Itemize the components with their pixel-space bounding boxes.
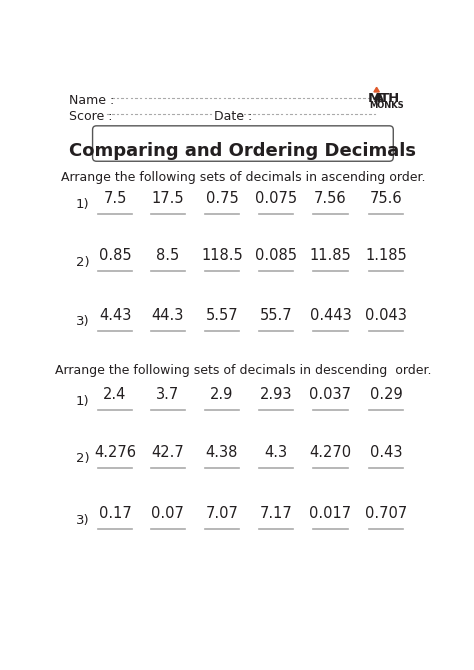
Text: 4.38: 4.38 xyxy=(206,445,238,460)
Text: 2): 2) xyxy=(76,256,89,269)
Text: 7.17: 7.17 xyxy=(260,507,292,521)
Text: 2.9: 2.9 xyxy=(210,387,234,402)
Text: Date :: Date : xyxy=(214,110,253,123)
Text: 0.085: 0.085 xyxy=(255,249,297,263)
Text: Comparing and Ordering Decimals: Comparing and Ordering Decimals xyxy=(69,142,417,160)
Text: 4.3: 4.3 xyxy=(264,445,288,460)
Text: 17.5: 17.5 xyxy=(151,190,184,206)
Text: TH: TH xyxy=(380,92,401,105)
Text: Score :: Score : xyxy=(69,110,112,123)
Text: 5.57: 5.57 xyxy=(206,308,238,322)
Text: 0.043: 0.043 xyxy=(365,308,407,322)
Text: 75.6: 75.6 xyxy=(370,190,402,206)
Text: 2): 2) xyxy=(76,452,89,465)
Text: 8.5: 8.5 xyxy=(156,249,179,263)
Text: 2.4: 2.4 xyxy=(103,387,127,402)
Text: 7.07: 7.07 xyxy=(206,507,238,521)
Text: 3.7: 3.7 xyxy=(156,387,179,402)
Text: 1): 1) xyxy=(76,198,89,211)
Text: 4.276: 4.276 xyxy=(94,445,136,460)
Text: 0.707: 0.707 xyxy=(365,507,408,521)
Text: 0.75: 0.75 xyxy=(206,190,238,206)
Text: 0.85: 0.85 xyxy=(99,249,131,263)
Text: 0.037: 0.037 xyxy=(310,387,352,402)
Text: 0.29: 0.29 xyxy=(370,387,403,402)
Text: 118.5: 118.5 xyxy=(201,249,243,263)
Text: 0.017: 0.017 xyxy=(310,507,352,521)
Text: 3): 3) xyxy=(76,514,89,527)
Text: MONKS: MONKS xyxy=(369,101,404,110)
Text: 0.443: 0.443 xyxy=(310,308,351,322)
Text: 4.270: 4.270 xyxy=(310,445,352,460)
Text: 0.17: 0.17 xyxy=(99,507,131,521)
Text: 7.56: 7.56 xyxy=(314,190,347,206)
Text: 2.93: 2.93 xyxy=(260,387,292,402)
Text: 0.075: 0.075 xyxy=(255,190,297,206)
Text: Arrange the following sets of decimals in ascending order.: Arrange the following sets of decimals i… xyxy=(61,172,425,184)
Text: 0.07: 0.07 xyxy=(151,507,184,521)
Text: Name :: Name : xyxy=(69,94,114,107)
Text: 1.185: 1.185 xyxy=(365,249,407,263)
Text: 7.5: 7.5 xyxy=(103,190,127,206)
Text: 42.7: 42.7 xyxy=(151,445,184,460)
FancyBboxPatch shape xyxy=(92,126,393,161)
Text: 4.43: 4.43 xyxy=(99,308,131,322)
Text: 1): 1) xyxy=(76,395,89,407)
Text: Arrange the following sets of decimals in descending  order.: Arrange the following sets of decimals i… xyxy=(55,364,431,377)
Text: 0.43: 0.43 xyxy=(370,445,402,460)
Text: 55.7: 55.7 xyxy=(260,308,292,322)
Polygon shape xyxy=(374,87,379,92)
Text: 3): 3) xyxy=(76,316,89,328)
Text: A: A xyxy=(374,92,384,105)
Text: 11.85: 11.85 xyxy=(310,249,351,263)
Text: M: M xyxy=(368,92,381,105)
Text: 44.3: 44.3 xyxy=(152,308,184,322)
